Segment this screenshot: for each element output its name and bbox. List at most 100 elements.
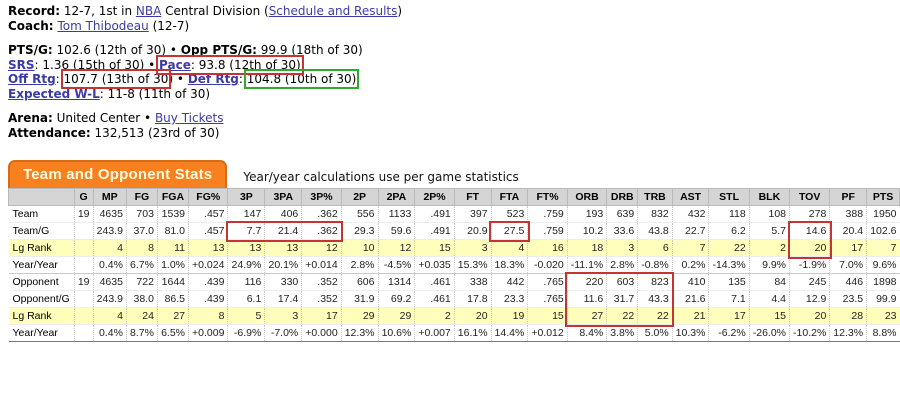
table-cell: 16: [527, 239, 568, 257]
table-row-team-g: Team/G 243.9 37.0 81.0.457 7.7 21.4.362 29.3 59…: [8, 222, 900, 240]
table-cell: 523: [490, 205, 528, 223]
text-segment: : 1.36 (15th of 30) •: [34, 57, 160, 72]
link-schedule-and-results[interactable]: Schedule and Results: [268, 4, 398, 18]
table-row-lg-rank: Lg Rank 4 24 27 8 5 3 17 29 29 2 20 19 15 27 22 22 21 17 15…: [8, 307, 900, 325]
table-cell: 12: [301, 239, 342, 257]
table-cell: 23: [866, 307, 900, 325]
table-cell: 20.4: [829, 222, 867, 240]
team-opponent-stats-tab[interactable]: Team and Opponent Stats: [8, 160, 228, 188]
link-buy-tickets[interactable]: Buy Tickets: [154, 111, 224, 125]
annotation-green-box: 104.8 (10th of 30): [243, 69, 360, 89]
table-cell: 22: [606, 307, 638, 325]
team-info-block: Record: 12-7, 1st in NBA Central Divisio…: [0, 0, 900, 140]
text-segment: (12-7): [148, 18, 190, 33]
table-cell: 27: [566, 307, 607, 325]
table-cell: 10.6%: [377, 324, 415, 342]
link-def-rtg[interactable]: Def Rtg: [187, 72, 239, 86]
column-header-3pa: 3PA: [264, 188, 303, 206]
table-cell: 12: [377, 239, 415, 257]
row-label: Opponent/G: [12, 293, 70, 305]
table-cell: 20.1%: [264, 256, 302, 274]
text-segment: 99.9 (18th of 30): [256, 43, 363, 57]
table-cell: 13: [188, 239, 228, 257]
text-segment: Opp PTS/G:: [180, 43, 257, 57]
table-cell: 31.7: [606, 290, 638, 308]
link-tom-thibodeau[interactable]: Tom Thibodeau: [57, 18, 149, 33]
table-cell: 86.5: [156, 290, 189, 308]
table-cell: 1.0%: [156, 256, 189, 274]
table-cell: 84: [748, 273, 790, 291]
table-cell: 4: [490, 239, 528, 257]
table-cell: .362: [301, 205, 342, 223]
table-cell: 8.7%: [125, 324, 158, 342]
text-segment: ): [397, 4, 403, 18]
table-cell: 15: [748, 307, 790, 325]
table-cell: 330: [264, 273, 302, 291]
annotation-red-box: Pace: 93.8 (12th of 30): [156, 54, 304, 75]
stats-table-wrap: G MP FG FGA FG% 3P 3PA 3P% 2P 2PA 2P% FT FTA FT% ORB DR…: [8, 188, 900, 342]
table-cell: 3: [453, 239, 492, 257]
table-row-year-year: Year/Year 0.4% 6.7% 1.0% +0.024 24.9% 20.1% +0.…: [8, 256, 900, 274]
text-segment: Arena:: [8, 111, 53, 125]
text-segment: Coach:: [8, 18, 54, 33]
link-expected-w-l[interactable]: Expected W-L: [8, 86, 100, 101]
table-cell: 14.4%: [490, 324, 528, 342]
table-cell: 108: [748, 205, 790, 223]
text-segment: PTS/G:: [8, 43, 53, 57]
table-cell: 37.0: [125, 222, 158, 240]
table-cell: 21.4: [264, 222, 302, 240]
column-header-stl: STL: [708, 188, 750, 206]
column-header-2pa: 2PA: [377, 188, 416, 206]
table-cell: 12.9: [789, 290, 830, 308]
table-cell: -26.0%: [748, 324, 790, 342]
table-cell: [73, 239, 94, 257]
table-cell: 278: [789, 205, 830, 223]
table-cell: -14.3%: [708, 256, 750, 274]
srs-pace-line: SRS: 1.36 (15th of 30) • Pace: 93.8 (12t…: [8, 54, 900, 75]
table-cell: 23.3: [490, 290, 528, 308]
table-cell: 1314: [377, 273, 415, 291]
table-cell: 16.1%: [453, 324, 492, 342]
link-pace[interactable]: Pace: [159, 57, 191, 72]
table-cell: 13: [264, 239, 302, 257]
table-cell: 33.6: [606, 222, 638, 240]
table-cell: 603: [606, 273, 638, 291]
table-cell: 639: [606, 205, 638, 223]
table-cell: 29.3: [340, 222, 378, 240]
table-row-year-year: Year/Year 0.4% 8.7% 6.5% +0.009 -6.9% -7.0% +0.…: [8, 324, 900, 342]
column-header-blank: [8, 188, 75, 206]
table-cell: 4635: [92, 205, 127, 223]
table-cell: 606: [340, 273, 378, 291]
link-srs[interactable]: SRS: [8, 57, 35, 72]
ptsg-line: PTS/G: 102.6 (12th of 30) • Opp PTS/G: 9…: [8, 43, 900, 58]
table-cell: 99.9: [866, 290, 900, 308]
column-header-3p: 3P: [227, 188, 266, 206]
table-cell: .491: [414, 205, 455, 223]
table-cell: 1950: [866, 205, 900, 223]
table-cell: 20: [453, 307, 492, 325]
table-cell: .352: [301, 273, 342, 291]
table-cell: 29: [340, 307, 378, 325]
table-cell: 28: [829, 307, 867, 325]
table-cell: 2.8%: [340, 256, 378, 274]
text-segment: 12-7, 1st in: [60, 4, 136, 18]
table-cell: .439: [188, 273, 228, 291]
link-off-rtg[interactable]: Off Rtg: [8, 72, 56, 86]
table-cell: 59.6: [377, 222, 415, 240]
table-cell: 823: [637, 273, 673, 291]
table-cell: +0.012: [527, 324, 568, 342]
table-cell: .439: [188, 290, 228, 308]
table-cell: 703: [125, 205, 158, 223]
column-header-ast: AST: [671, 188, 710, 206]
table-cell: 20: [789, 307, 830, 325]
table-cell: 243.9: [92, 222, 127, 240]
table-cell: 10.2: [566, 222, 607, 240]
table-cell: 3: [606, 239, 638, 257]
column-header-pts: PTS: [866, 188, 900, 206]
column-header-ftpct: FT%: [527, 188, 568, 206]
column-header-ft: FT: [453, 188, 492, 206]
link-nba[interactable]: NBA: [135, 4, 162, 18]
table-cell: 1133: [377, 205, 415, 223]
column-header-fgpct: FG%: [188, 188, 229, 206]
